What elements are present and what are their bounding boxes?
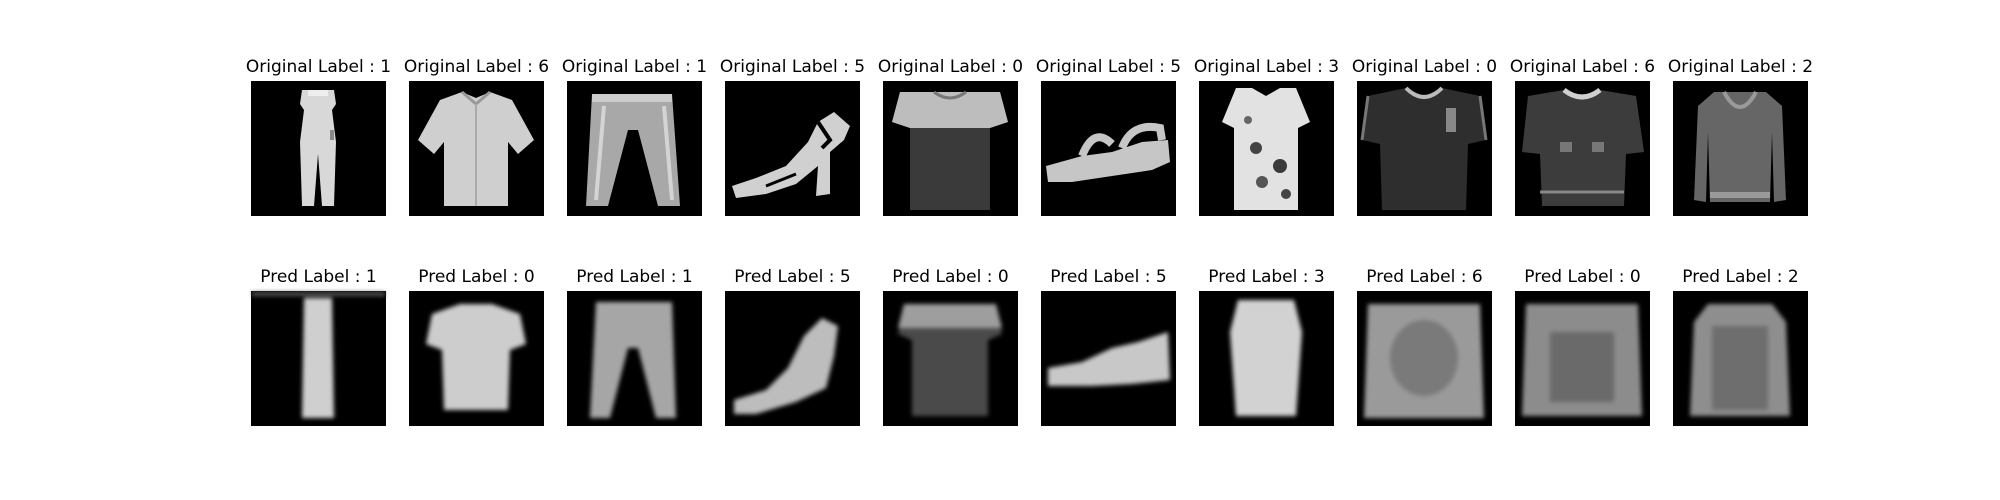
shirt-icon (410, 82, 543, 215)
dress-icon (1200, 292, 1333, 425)
panel-title: Original Label : 0 (1351, 57, 1498, 77)
pullover-icon (1674, 292, 1807, 425)
tshirt-icon (884, 292, 1017, 425)
panel-title: Original Label : 1 (561, 57, 708, 77)
sandal-icon (726, 82, 859, 215)
panel-title: Original Label : 1 (245, 57, 392, 77)
trouser-icon (568, 292, 701, 425)
sandal-icon (1042, 292, 1175, 425)
panel-title: Original Label : 6 (403, 57, 550, 77)
panel-title: Pred Label : 6 (1366, 267, 1483, 287)
trouser-icon (252, 82, 385, 215)
panel-title: Pred Label : 5 (734, 267, 851, 287)
sandal-icon (726, 292, 859, 425)
tshirt-icon (884, 82, 1017, 215)
trouser-icon (252, 292, 385, 425)
panel-title: Pred Label : 0 (1524, 267, 1641, 287)
shirt-icon (1516, 82, 1649, 215)
trouser-icon (568, 82, 701, 215)
panel-title: Original Label : 5 (719, 57, 866, 77)
panel-title: Pred Label : 1 (260, 267, 377, 287)
tshirt-icon (410, 292, 543, 425)
pred-row: Pred Label : 1 Pred Label : 0 Pred Label… (0, 260, 2000, 460)
panel-title: Pred Label : 2 (1682, 267, 1799, 287)
panel-title: Original Label : 0 (877, 57, 1024, 77)
original-row: Original Label : 1 Original Label : 6 (0, 50, 2000, 250)
dress-icon (1200, 82, 1333, 215)
panel-title: Original Label : 6 (1509, 57, 1656, 77)
panel-title: Pred Label : 5 (1050, 267, 1167, 287)
sandal-icon (1042, 82, 1175, 215)
panel-title: Original Label : 2 (1667, 57, 1814, 77)
panel-title: Original Label : 3 (1193, 57, 1340, 77)
shirt-icon (1358, 292, 1491, 425)
panel-title: Pred Label : 0 (418, 267, 535, 287)
panel-title: Original Label : 5 (1035, 57, 1182, 77)
panel-title: Pred Label : 3 (1208, 267, 1325, 287)
tshirt-icon (1516, 292, 1649, 425)
panel-title: Pred Label : 0 (892, 267, 1009, 287)
pullover-icon (1674, 82, 1807, 215)
panel-title: Pred Label : 1 (576, 267, 693, 287)
tshirt-icon (1358, 82, 1491, 215)
